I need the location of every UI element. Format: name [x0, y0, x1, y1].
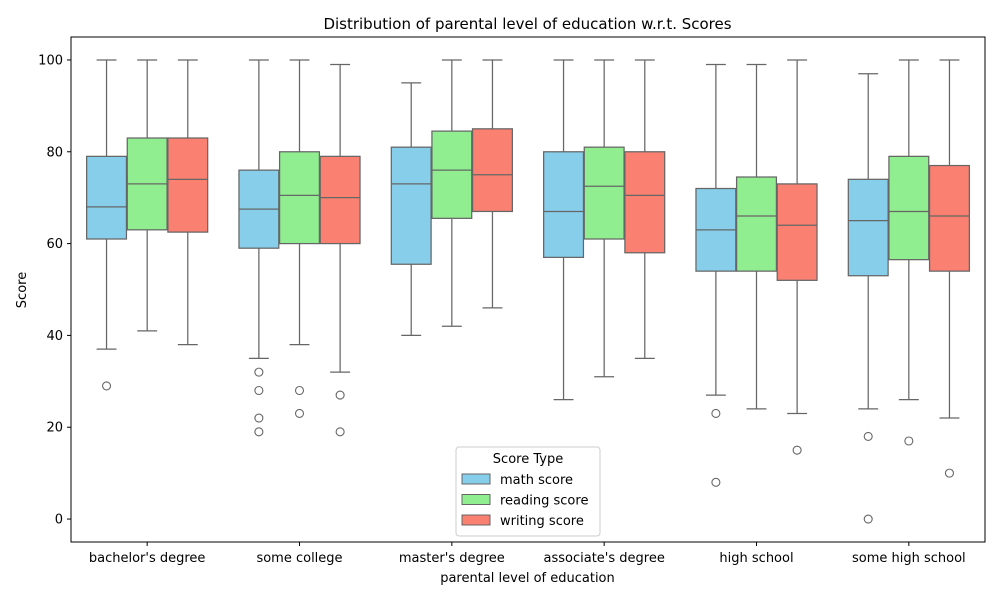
y-axis-label: Score — [15, 272, 30, 308]
outlier-point — [254, 367, 264, 377]
y-tick-label: 80 — [46, 145, 63, 160]
y-tick-label: 40 — [46, 329, 63, 344]
y-tick-label: 20 — [46, 421, 63, 436]
box — [278, 151, 321, 245]
outlier-point — [904, 436, 914, 446]
legend-swatch — [461, 514, 491, 526]
x-tick-label: associate's degree — [544, 551, 665, 566]
box — [776, 183, 818, 281]
outlier-point — [792, 445, 802, 455]
legend-label: reading score — [500, 494, 588, 509]
outlier-point — [335, 390, 345, 400]
plot-frame — [70, 36, 986, 543]
outlier-point — [254, 385, 264, 396]
outlier-point — [711, 408, 721, 419]
legend-label: writing score — [500, 514, 584, 529]
outlier-point — [101, 381, 112, 391]
outlier-point — [335, 427, 345, 437]
y-tick-label: 100 — [38, 53, 63, 68]
box — [431, 130, 473, 219]
box — [583, 146, 625, 240]
plot-area — [86, 59, 970, 524]
legend-box — [455, 446, 601, 537]
outlier-point — [254, 427, 264, 437]
x-tick-label: bachelor's degree — [89, 551, 206, 566]
box — [624, 151, 666, 254]
outlier-point — [711, 477, 721, 487]
box — [319, 155, 361, 245]
box — [390, 146, 432, 265]
x-tick-label: master's degree — [399, 551, 505, 566]
box — [888, 155, 930, 261]
box — [735, 176, 778, 272]
outlier-point — [863, 514, 873, 524]
box — [86, 155, 128, 240]
y-tick-label: 0 — [55, 513, 63, 528]
box — [471, 128, 513, 213]
legend-label: math score — [500, 473, 573, 488]
box — [167, 137, 209, 233]
outlier-point — [294, 408, 305, 419]
box — [928, 164, 970, 272]
x-tick-label: some college — [256, 551, 342, 566]
axes: 0 20 40 60 80 100 bachelor's degree some colleg… — [38, 53, 966, 566]
legend-swatch — [461, 494, 491, 505]
outlier-point — [294, 385, 305, 396]
legend-swatch — [461, 473, 491, 485]
x-tick-label: some high school — [852, 551, 966, 566]
outlier-point — [863, 431, 873, 441]
legend-title: Score Type — [493, 452, 563, 467]
outlier-point — [944, 468, 955, 478]
chart-title: Distribution of parental level of educat… — [323, 15, 731, 33]
legend: Score Type math score reading score writing… — [455, 446, 601, 537]
outlier-point — [254, 413, 264, 423]
y-tick-label: 60 — [46, 237, 63, 252]
x-axis-label: parental level of education — [440, 571, 615, 586]
box — [847, 178, 889, 277]
x-tick-label: high school — [719, 551, 793, 566]
box — [543, 151, 585, 258]
